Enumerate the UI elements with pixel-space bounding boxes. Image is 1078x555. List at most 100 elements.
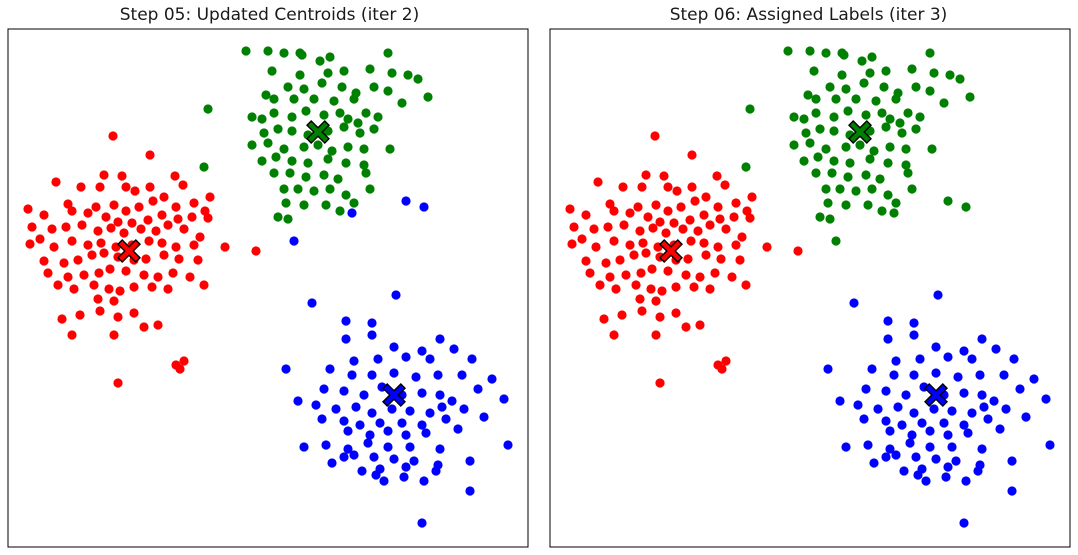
data-point [423, 92, 433, 102]
data-point [669, 218, 679, 228]
data-point [367, 330, 377, 340]
data-point [157, 210, 167, 220]
data-point [67, 206, 77, 216]
data-point [913, 470, 923, 480]
data-point [963, 428, 973, 438]
data-point [815, 212, 825, 222]
data-point [367, 370, 377, 380]
centroid-marker-cluster-2 [924, 383, 948, 407]
data-point [671, 308, 681, 318]
data-point [943, 430, 953, 440]
data-point [153, 272, 163, 282]
data-point [145, 150, 155, 160]
data-point [27, 222, 37, 232]
data-point [593, 177, 603, 187]
data-point [311, 400, 321, 410]
data-point [685, 215, 695, 225]
data-point [419, 202, 429, 212]
data-point [637, 182, 647, 192]
data-point [220, 242, 230, 252]
data-point [959, 346, 969, 356]
data-point [369, 124, 379, 134]
data-point [1001, 404, 1011, 414]
data-point [893, 402, 903, 412]
data-point [899, 466, 909, 476]
data-point [327, 146, 337, 156]
data-point [762, 242, 772, 252]
data-point [247, 112, 257, 122]
data-point [647, 264, 657, 274]
data-point [367, 408, 377, 418]
data-point [883, 190, 893, 200]
data-point [437, 402, 447, 412]
data-point [289, 94, 299, 104]
data-point [897, 128, 907, 138]
data-point [951, 456, 961, 466]
data-point [349, 356, 359, 366]
data-point [359, 390, 369, 400]
data-point [391, 290, 401, 300]
data-point [199, 280, 209, 290]
data-point [915, 354, 925, 364]
data-point [1045, 440, 1055, 450]
data-point [173, 214, 183, 224]
data-point [605, 272, 615, 282]
data-point [731, 240, 741, 250]
data-point [865, 68, 875, 78]
data-point [815, 124, 825, 134]
data-point [261, 90, 271, 100]
data-point [705, 284, 715, 294]
data-point [967, 354, 977, 364]
data-point [325, 184, 335, 194]
data-point [327, 458, 337, 468]
data-point [805, 138, 815, 148]
data-point [909, 408, 919, 418]
data-point [883, 158, 893, 168]
data-point [881, 452, 891, 462]
data-point [1029, 374, 1039, 384]
data-point [335, 108, 345, 118]
centroid-marker-cluster-0 [659, 239, 683, 263]
data-point [747, 192, 757, 202]
data-point [53, 280, 63, 290]
data-point [91, 202, 101, 212]
data-point [979, 402, 989, 412]
data-point [67, 330, 77, 340]
data-point [23, 204, 33, 214]
data-point [871, 96, 881, 106]
data-point [93, 294, 103, 304]
data-point [383, 442, 393, 452]
data-point [889, 370, 899, 380]
data-point [841, 442, 851, 452]
data-point [403, 70, 413, 80]
data-point [401, 462, 411, 472]
data-point [869, 146, 879, 156]
data-point [283, 82, 293, 92]
centroid-marker-cluster-1 [848, 120, 872, 144]
data-point [686, 236, 696, 246]
data-point [881, 66, 891, 76]
data-point [903, 108, 913, 118]
data-point [851, 186, 861, 196]
data-point [803, 90, 813, 100]
data-point [901, 144, 911, 154]
data-point [925, 48, 935, 58]
data-point [389, 454, 399, 464]
data-point [417, 518, 427, 528]
data-point [309, 186, 319, 196]
data-point [299, 84, 309, 94]
data-point [113, 312, 123, 322]
data-point [927, 144, 937, 154]
data-point [417, 420, 427, 430]
data-point [635, 226, 645, 236]
data-point [457, 370, 467, 380]
data-point [69, 284, 79, 294]
data-point [867, 364, 877, 374]
data-point [175, 364, 185, 374]
data-point [851, 94, 861, 104]
data-point [147, 282, 157, 292]
data-point [845, 158, 855, 168]
data-point [841, 142, 851, 152]
data-point [89, 280, 99, 290]
data-point [83, 208, 93, 218]
